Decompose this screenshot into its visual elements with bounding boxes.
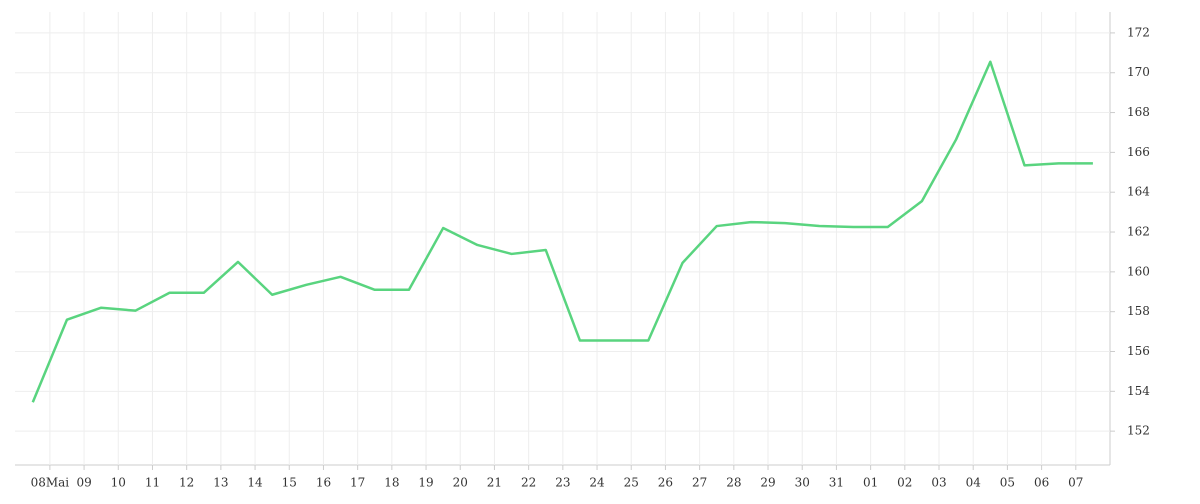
x-tick-label: 28: [726, 476, 741, 490]
x-tick-label: 16: [316, 476, 331, 490]
y-tick-label: 168: [1127, 105, 1150, 119]
y-tick-label: 152: [1127, 424, 1150, 438]
y-tick-label: 156: [1127, 344, 1150, 358]
x-tick-label: 31: [829, 476, 844, 490]
x-tick-label: 22: [521, 476, 536, 490]
x-tick-label: 17: [350, 476, 365, 490]
x-tick-label: 23: [555, 476, 570, 490]
y-tick-label: 160: [1127, 264, 1150, 278]
x-tick-label: 29: [760, 476, 775, 490]
x-tick-label: 14: [247, 476, 263, 490]
y-tick-label: 166: [1127, 145, 1150, 159]
x-tick-label: 08Mai: [31, 476, 70, 490]
x-tick-label: 25: [624, 476, 639, 490]
y-tick-label: 162: [1127, 225, 1150, 239]
y-tick-label: 172: [1127, 25, 1150, 39]
y-tick-label: 154: [1127, 384, 1150, 398]
y-tick-label: 158: [1127, 304, 1150, 318]
x-tick-label: 09: [76, 476, 91, 490]
x-tick-label: 06: [1034, 476, 1049, 490]
x-tick-label: 03: [931, 476, 946, 490]
x-tick-label: 21: [487, 476, 502, 490]
x-tick-label: 11: [145, 476, 160, 490]
x-tick-label: 30: [795, 476, 810, 490]
x-tick-label: 01: [863, 476, 878, 490]
x-tick-label: 07: [1068, 476, 1083, 490]
x-tick-label: 04: [966, 476, 982, 490]
x-tick-label: 24: [589, 476, 605, 490]
x-tick-label: 10: [111, 476, 126, 490]
x-tick-label: 13: [213, 476, 228, 490]
x-tick-label: 19: [418, 476, 433, 490]
x-tick-label: 05: [1000, 476, 1015, 490]
x-tick-label: 18: [384, 476, 399, 490]
x-tick-label: 27: [692, 476, 707, 490]
x-tick-label: 15: [282, 476, 297, 490]
series-line: [31, 60, 1093, 403]
x-tick-label: 02: [897, 476, 912, 490]
x-tick-label: 26: [658, 476, 673, 490]
y-tick-label: 164: [1127, 185, 1150, 199]
x-tick-label: 20: [453, 476, 468, 490]
x-tick-label: 12: [179, 476, 194, 490]
y-tick-label: 170: [1127, 65, 1150, 79]
